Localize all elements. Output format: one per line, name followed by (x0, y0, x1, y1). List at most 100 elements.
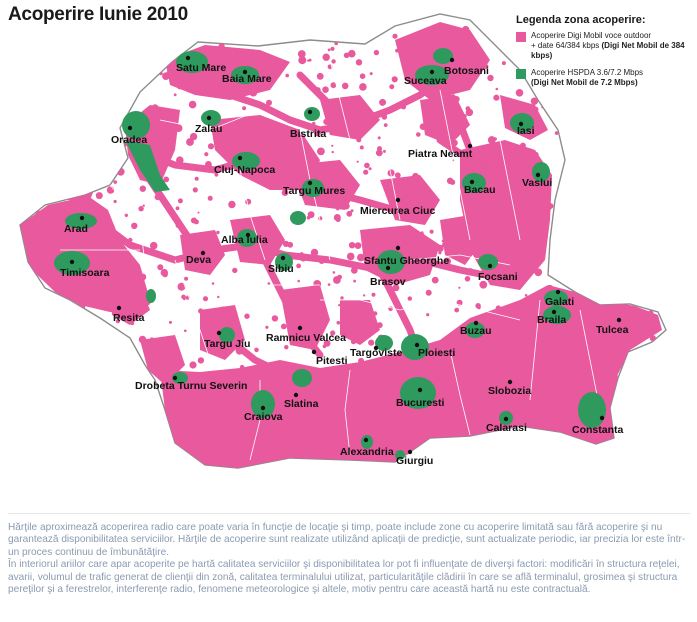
city-label-focsani: Focsani (478, 271, 518, 283)
city-dot-piatra-neamt (467, 143, 473, 149)
disclaimer-paragraph-2: În interiorul ariilor care apar acoperit… (8, 559, 680, 596)
city-dot-alba-iulia (245, 232, 251, 238)
legend-item-hspda: Acoperire HSPDA 3.6/7.2 Mbps (Digi Net M… (516, 68, 694, 88)
city-label-sibiu: Sibiu (268, 263, 294, 275)
city-label-targu-jiu: Targu Jiu (204, 338, 250, 350)
city-label-iasi: Iasi (517, 125, 535, 137)
disclaimer-paragraph-1: Hărţile aproximează acoperirea radio car… (8, 522, 686, 558)
city-dot-miercurea-ciuc (395, 197, 401, 203)
city-label-sfantu-gheorghe: Sfantu Gheorghe (364, 255, 449, 267)
city-dot-buzau (473, 320, 479, 326)
city-label-drobeta-turnu-severin: Drobeta Turnu Severin (135, 380, 247, 392)
legend-hspda-line1: Acoperire HSPDA 3.6/7.2 Mbps (531, 68, 644, 77)
city-label-oradea: Oradea (111, 134, 147, 146)
footer-divider (8, 513, 690, 514)
city-label-cluj-napoca: Cluj-Napoca (214, 164, 275, 176)
legend-swatch-hspda (516, 69, 526, 79)
city-dot-baia-mare (242, 69, 248, 75)
city-label-giurgiu: Giurgiu (396, 455, 433, 467)
city-dot-deva (200, 250, 206, 256)
city-dot-galati (555, 289, 561, 295)
city-dot-targu-mures (307, 180, 313, 186)
city-label-alexandria: Alexandria (340, 446, 394, 458)
city-label-calarasi: Calarasi (486, 422, 527, 434)
city-dot-braila (551, 309, 557, 315)
city-label-buzau: Buzau (460, 325, 492, 337)
disclaimer: Hărţile aproximează acoperirea radio car… (8, 522, 690, 596)
city-dot-satu-mare (185, 55, 191, 61)
city-label-miercurea-ciuc: Miercurea Ciuc (360, 205, 435, 217)
city-dot-vaslui (535, 172, 541, 178)
city-dot-botosani (449, 57, 455, 63)
city-label-zalau: Zalau (195, 123, 222, 135)
city-dot-bistrita (307, 109, 313, 115)
city-dot-giurgiu (407, 449, 413, 455)
city-dot-ramnicu-valcea (297, 325, 303, 331)
legend-voice-speed: + date 64/384 kbps (531, 41, 602, 50)
city-label-craiova: Craiova (244, 411, 283, 423)
city-dot-constanta (599, 415, 605, 421)
city-dot-drobeta-turnu-severin (172, 375, 178, 381)
city-dot-brasov (385, 265, 391, 271)
city-dot-sibiu (280, 255, 286, 261)
city-dot-sfantu-gheorghe (395, 245, 401, 251)
city-label-timisoara: Timisoara (60, 267, 110, 279)
hspda-coverage-layer (54, 48, 606, 460)
city-label-satu-mare: Satu Mare (176, 62, 226, 74)
city-dot-arad (79, 215, 85, 221)
city-label-botosani: Botosani (444, 65, 489, 77)
city-label-targoviste: Targoviste (350, 347, 402, 359)
city-label-targu-mures: Targu Mures (283, 185, 345, 197)
city-label-slatina: Slatina (284, 398, 319, 410)
city-label-braila: Braila (537, 314, 566, 326)
city-dot-zalau (206, 115, 212, 121)
city-dot-suceava (429, 69, 435, 75)
city-label-alba-iulia: Alba Iulia (221, 234, 268, 246)
city-label-ramnicu-valcea: Ramnicu Valcea (266, 332, 346, 344)
city-label-constanta: Constanta (572, 424, 623, 436)
city-dot-craiova (260, 405, 266, 411)
city-dot-oradea (127, 125, 133, 131)
legend-hspda-product: (Digi Net Mobil de 7.2 Mbps) (531, 78, 638, 87)
city-label-galati: Galati (545, 296, 574, 308)
legend-voice-line2: + date 64/384 kbps (Digi Net Mobil de 38… (531, 41, 694, 61)
legend-voice-line1: Acoperire Digi Mobil voce outdoor (531, 31, 652, 40)
city-dot-pitesti (311, 349, 317, 355)
city-dot-calarasi (503, 416, 509, 422)
city-label-bacau: Bacau (464, 184, 496, 196)
legend-title: Legenda zona acoperire: (516, 14, 646, 26)
city-dot-timisoara (69, 259, 75, 265)
city-label-tulcea: Tulcea (596, 324, 629, 336)
city-label-vaslui: Vaslui (522, 177, 552, 189)
city-dot-iasi (518, 121, 524, 127)
city-label-arad: Arad (64, 223, 88, 235)
city-dot-bacau (469, 179, 475, 185)
city-dot-slatina (293, 392, 299, 398)
legend: Legenda zona acoperire: Acoperire Digi M… (516, 14, 694, 95)
city-label-brasov: Brasov (370, 276, 406, 288)
city-label-bistrita: Bistrita (290, 128, 326, 140)
city-dot-targoviste (373, 345, 379, 351)
city-dot-cluj-napoca (237, 155, 243, 161)
legend-voice-product: (Digi Net Mobil de 384 kbps) (531, 41, 685, 60)
city-label-resita: Resita (113, 312, 145, 324)
city-label-bucuresti: Bucuresti (396, 397, 445, 409)
city-dot-ploiesti (414, 342, 420, 348)
city-dot-bucuresti (417, 387, 423, 393)
county-borders (60, 59, 601, 461)
city-label-baia-mare: Baia Mare (222, 73, 272, 85)
city-dot-slobozia (507, 379, 513, 385)
city-label-pitesti: Pitesti (316, 355, 348, 367)
city-dot-targu-jiu (216, 330, 222, 336)
city-label-slobozia: Slobozia (488, 385, 531, 397)
map-title: Acoperire Iunie 2010 (8, 4, 188, 25)
city-dot-focsani (487, 263, 493, 269)
legend-swatch-voice (516, 32, 526, 42)
city-label-deva: Deva (186, 254, 211, 266)
city-dot-resita (116, 305, 122, 311)
legend-item-voice: Acoperire Digi Mobil voce outdoor + date… (516, 31, 694, 61)
city-dot-tulcea (616, 317, 622, 323)
city-label-suceava: Suceava (404, 75, 447, 87)
